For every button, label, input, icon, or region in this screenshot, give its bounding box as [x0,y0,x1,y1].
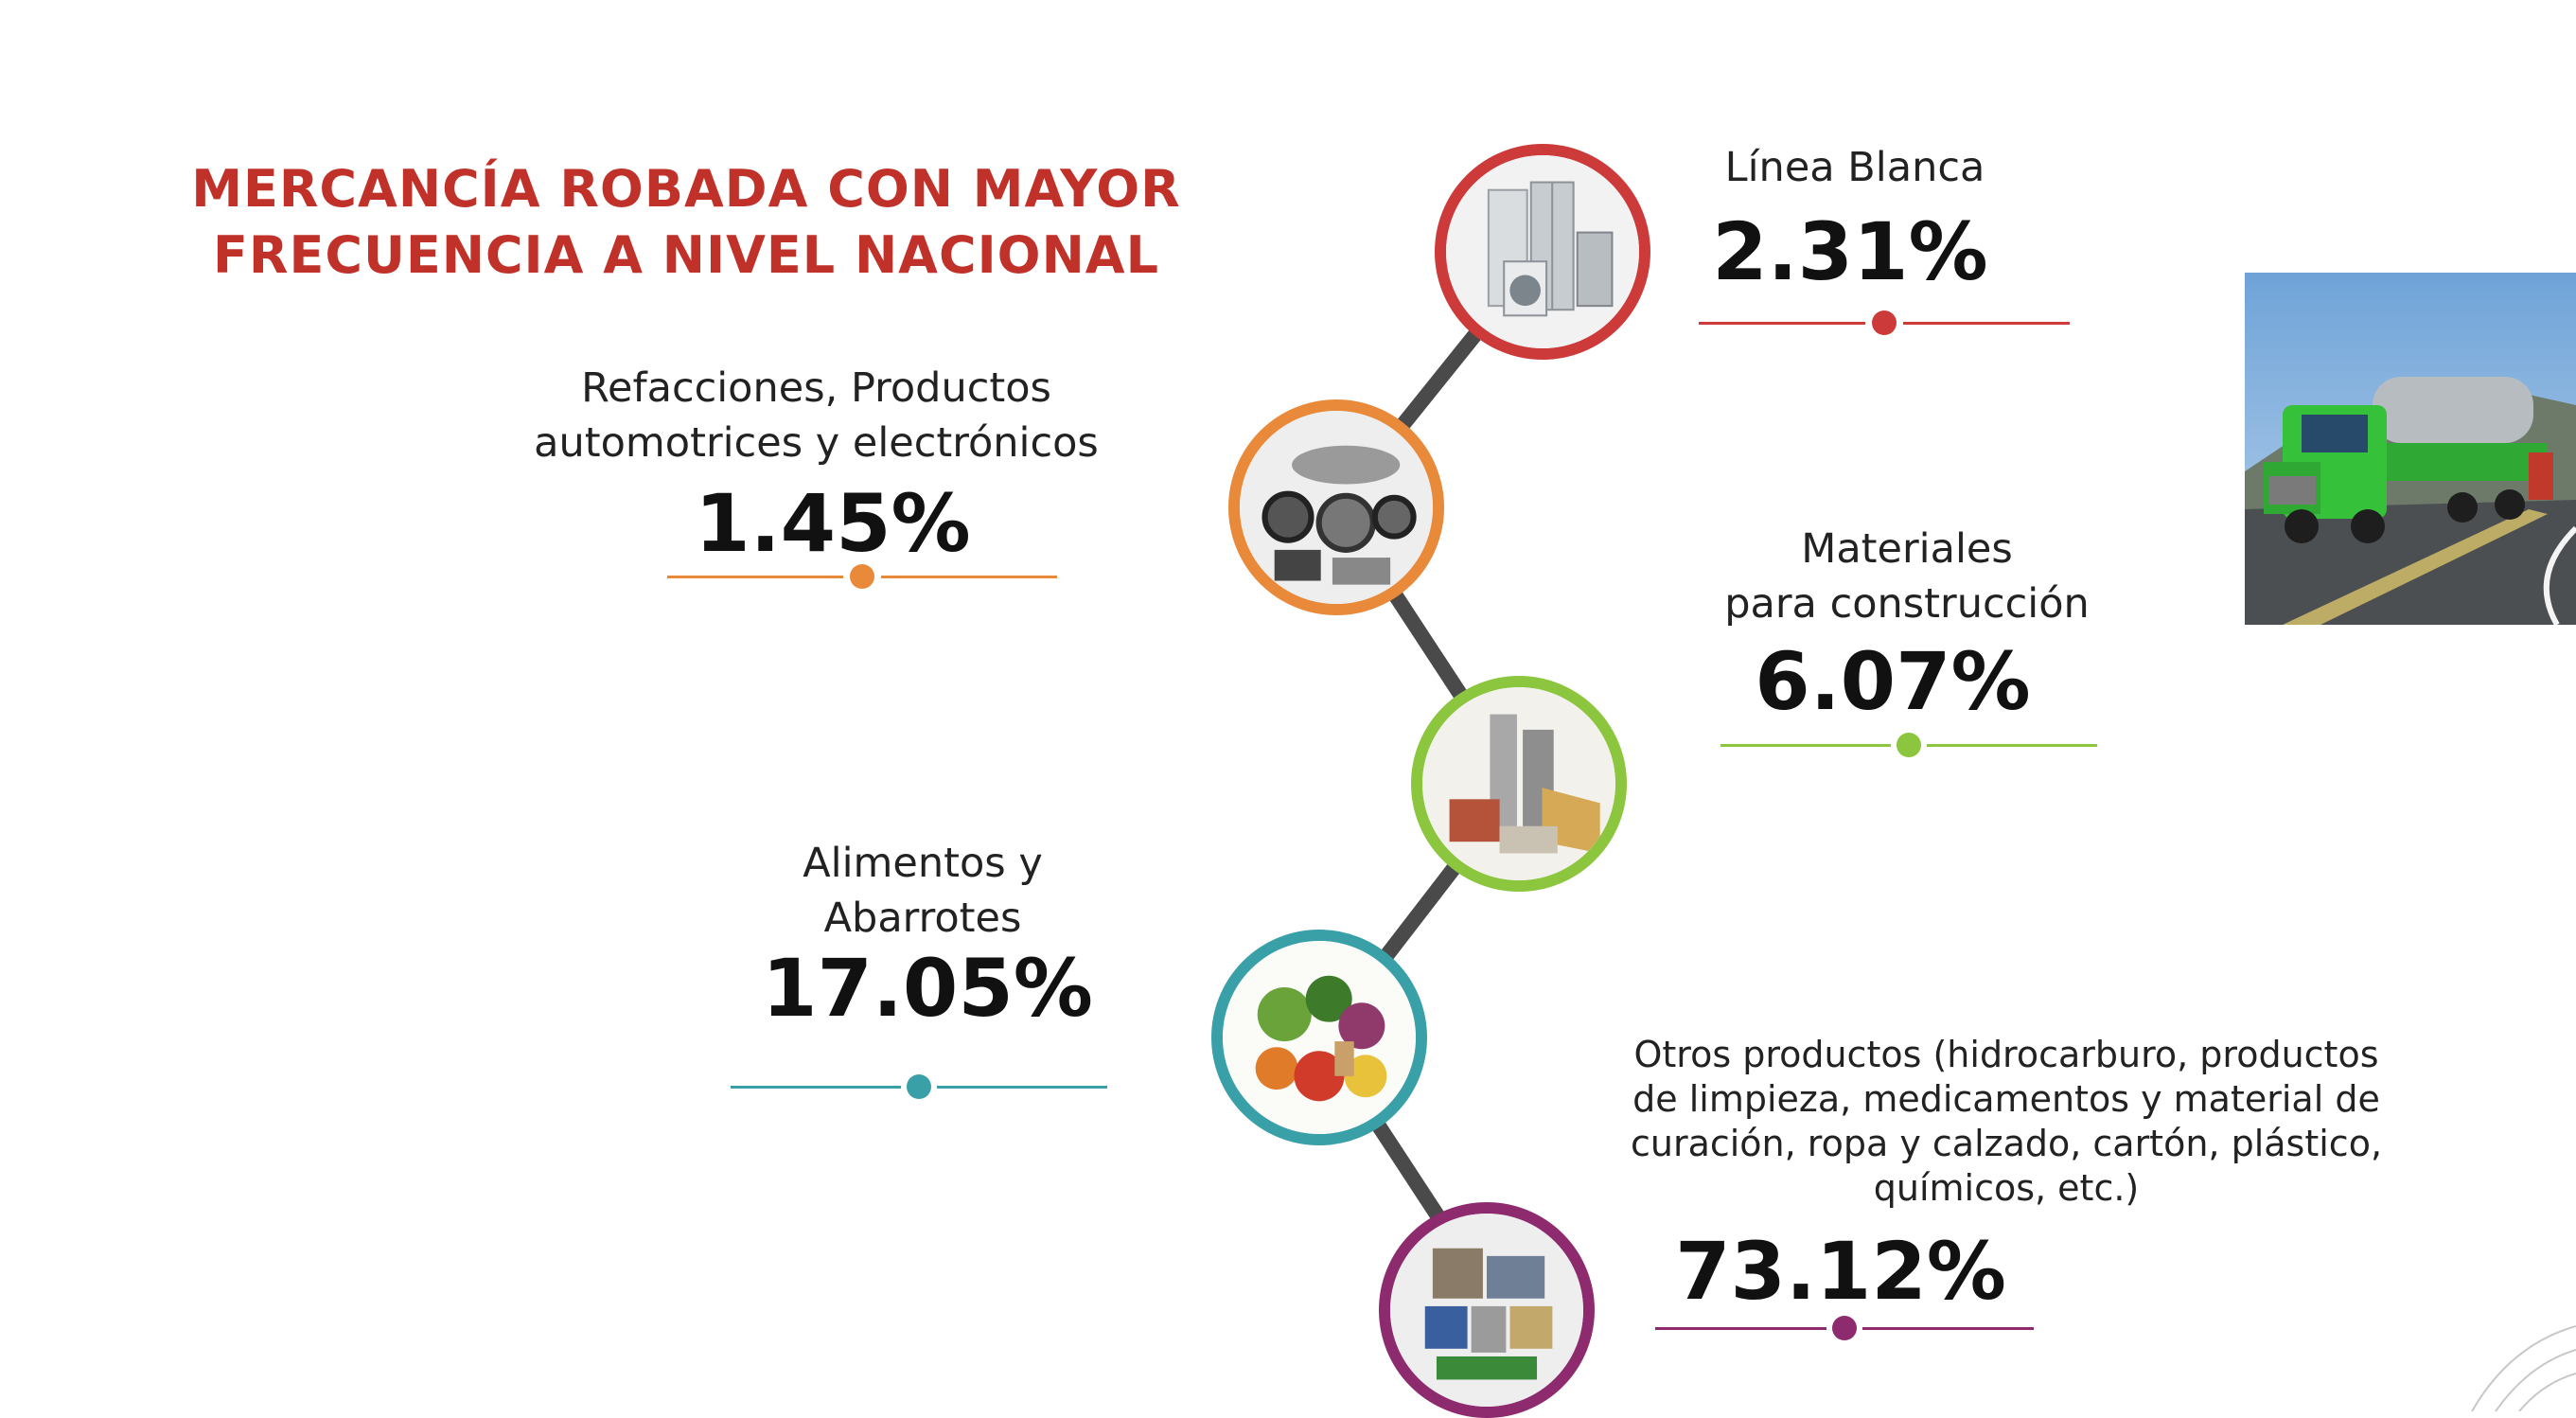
item-label-line: para construcción [1724,580,2090,628]
title-line-2: FRECUENCIA A NIVEL NACIONAL [212,225,1159,285]
item-label-line: Abarrotes [823,895,1022,942]
tanker-truck-photo [2245,273,2576,625]
decorative-arcs [2471,1325,2576,1411]
item-label-line: automotrices y electrónicos [534,419,1099,467]
item-refacciones: Refacciones, Productos automotrices y el… [492,361,1140,470]
construction-materials-icon [1422,687,1615,880]
item-alimentos: Alimentos y Abarrotes [748,836,1098,946]
item-label-line: Materiales [1801,525,2013,573]
item-percent-materiales: 6.07% [1755,635,2031,728]
item-divider-refacciones [667,564,1057,589]
item-label-line: Otros productos (hidrocarburo, productos [1633,1034,2379,1075]
item-circle-alimentos [1211,930,1427,1145]
item-circle-refacciones [1228,399,1444,615]
item-linea-blanca: Línea Blanca [1703,140,2006,195]
page-title: MERCANCÍA ROBADA CON MAYOR FRECUENCIA A … [161,156,1211,289]
appliances-icon [1446,155,1639,348]
item-circle-otros [1379,1202,1595,1418]
item-percent-alimentos: 17.05% [762,942,1093,1035]
item-label-line: químicos, etc.) [1873,1167,2140,1209]
title-line-1: MERCANCÍA ROBADA CON MAYOR [191,159,1181,219]
item-materiales: Materiales para construcción [1675,522,2139,631]
item-label-line: curación, ropa y calzado, cartón, plásti… [1630,1123,2383,1164]
auto-parts-icon [1240,411,1433,604]
item-divider-linea-blanca [1699,310,2070,335]
item-percent-otros: 73.12% [1675,1225,2006,1318]
item-label-line: Refacciones, Productos [581,364,1051,412]
item-circle-linea-blanca [1435,144,1650,360]
item-otros: Otros productos (hidrocarburo, productos… [1590,1033,2423,1211]
item-circle-materiales [1411,676,1627,892]
item-divider-alimentos [731,1074,1107,1099]
item-divider-otros [1655,1316,2034,1340]
item-divider-materiales [1720,733,2097,757]
item-percent-linea-blanca: 2.31% [1712,205,1988,298]
item-percent-refacciones: 1.45% [695,477,971,570]
item-label-line: Alimentos y [803,840,1043,887]
item-label-line: Línea Blanca [1724,144,1985,191]
groceries-icon [1223,941,1416,1134]
item-label-line: de limpieza, medicamentos y material de [1632,1078,2380,1120]
other-products-icon [1390,1214,1583,1407]
